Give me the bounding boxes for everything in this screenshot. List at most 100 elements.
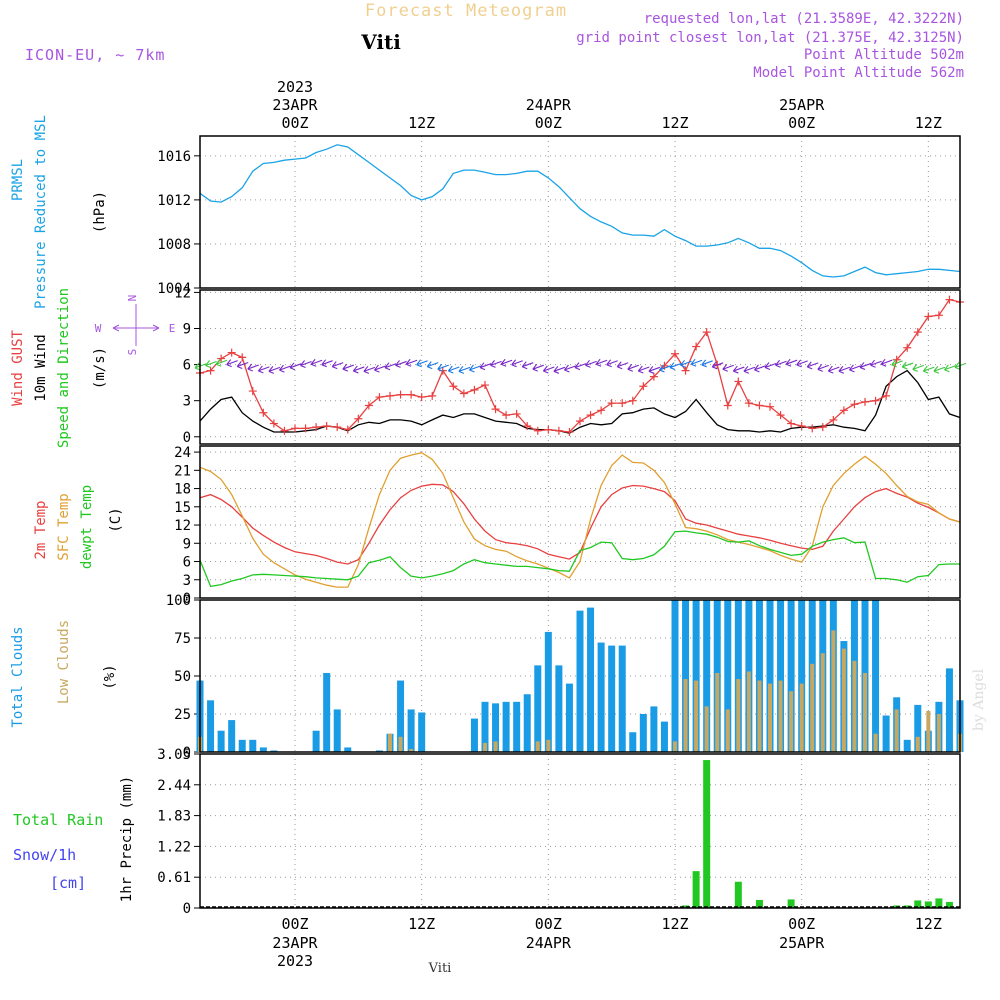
- wind-direction-arrow: [849, 364, 861, 373]
- total-cloud-bar: [323, 672, 331, 752]
- ytick-label-4-5: 3.05: [157, 747, 191, 763]
- gust-marker: [565, 427, 574, 436]
- gust-marker: [491, 405, 500, 414]
- wind-direction-arrow: [796, 359, 808, 368]
- low-cloud-bar: [778, 680, 783, 752]
- wind-direction-arrow: [300, 360, 312, 368]
- gust-marker: [861, 397, 869, 406]
- wind-direction-arrow: [901, 361, 914, 370]
- total-cloud-bar: [766, 600, 774, 752]
- wind-direction-arrow: [236, 361, 249, 370]
- total-cloud-bar: [544, 631, 552, 752]
- wind-direction-arrow: [574, 362, 587, 371]
- date-label-top: 23APR: [272, 96, 318, 114]
- compass-east: E: [169, 322, 176, 335]
- series-line-2-1: [199, 452, 961, 588]
- gust-marker: [449, 382, 458, 391]
- gust-marker: [269, 419, 278, 428]
- x-tick-label-top: 12Z: [408, 114, 435, 132]
- gridpoint-coords: grid point closest lon,lat (21.375E, 42.…: [576, 30, 964, 46]
- total-cloud-bar: [945, 668, 953, 752]
- low-clouds-label: Low Clouds: [56, 620, 72, 704]
- ytick-label-4-3: 1.83: [157, 809, 191, 825]
- precip-axis-label: 1hr Precip (mm): [119, 776, 135, 902]
- gust-marker: [544, 425, 553, 434]
- ytick-label-3-4: 100: [166, 593, 191, 609]
- pressure-unit-label: (hPa): [92, 191, 108, 233]
- wind-direction-arrow: [880, 358, 893, 367]
- total-cloud-bar: [608, 645, 616, 752]
- low-cloud-bar: [852, 660, 857, 752]
- wind-direction-arrow: [648, 365, 661, 374]
- wind-direction-arrow: [859, 362, 872, 370]
- wind-direction-arrow: [268, 366, 281, 374]
- gust-marker: [787, 419, 796, 428]
- rain-bar: [903, 905, 911, 908]
- wind-direction-arrow: [553, 365, 566, 374]
- gust-marker: [533, 426, 542, 435]
- gust-marker: [903, 343, 912, 352]
- x-tick-label-bottom: 00Z: [788, 915, 815, 933]
- gust-marker: [839, 406, 848, 415]
- low-cloud-bar: [736, 679, 741, 752]
- date-label-top: 25APR: [779, 96, 825, 114]
- wind-direction-arrow: [606, 359, 618, 368]
- low-cloud-bar: [715, 672, 720, 752]
- gust-marker: [744, 399, 753, 408]
- ytick-label-3-1: 25: [174, 707, 191, 723]
- wind-direction-arrow: [711, 361, 724, 370]
- ytick-label-2-7: 21: [174, 463, 191, 479]
- gust-marker: [829, 415, 838, 424]
- wind-unit-label: (m/s): [92, 347, 108, 389]
- gust-marker: [502, 411, 511, 420]
- gust-marker: [459, 389, 468, 398]
- wind-direction-arrow: [437, 363, 449, 372]
- temp-2m-label: 2m Temp: [33, 500, 49, 559]
- wind-direction-arrow: [838, 365, 851, 374]
- low-cloud-bar: [683, 679, 688, 752]
- x-tick-label-top: 00Z: [281, 114, 308, 132]
- ytick-label-1-2: 6: [183, 358, 191, 374]
- header-location: Viti: [360, 30, 401, 54]
- requested-coords: requested lon,lat (21.3589E, 42.3222N): [644, 11, 964, 27]
- total-cloud-bar: [576, 610, 584, 752]
- total-cloud-bar: [872, 600, 880, 752]
- date-label-bottom: 24APR: [526, 934, 572, 952]
- wind-direction-arrow: [310, 358, 323, 367]
- gust-marker: [259, 408, 268, 417]
- rain-bar: [914, 900, 922, 908]
- date-label-top: 24APR: [526, 96, 572, 114]
- wind-direction-arrow: [659, 364, 671, 373]
- ytick-label-2-8: 24: [174, 445, 191, 461]
- low-cloud-bar: [831, 630, 836, 752]
- footer-location: Viti: [428, 961, 452, 976]
- gust-marker: [512, 409, 521, 418]
- gust-marker: [576, 417, 584, 426]
- rain-bar: [682, 905, 690, 908]
- total-cloud-bar: [682, 600, 690, 752]
- total-cloud-bar: [660, 721, 668, 752]
- gust-marker: [217, 354, 226, 363]
- ytick-label-1-4: 12: [174, 285, 191, 301]
- low-cloud-bar: [820, 653, 825, 752]
- total-cloud-bar: [249, 739, 257, 752]
- wind-direction-arrow: [374, 364, 386, 373]
- low-cloud-bar: [725, 709, 730, 752]
- total-cloud-bar: [407, 709, 415, 752]
- wind-direction-arrow: [690, 358, 703, 367]
- low-cloud-bar: [546, 739, 551, 752]
- gust-marker: [322, 421, 331, 430]
- total-cloud-bar: [418, 712, 426, 752]
- low-cloud-bar: [409, 748, 414, 752]
- gust-marker: [227, 348, 236, 357]
- gust-marker: [723, 401, 732, 410]
- wind-direction-arrow: [595, 358, 608, 367]
- ytick-label-0-1: 1008: [157, 237, 191, 253]
- wind-direction-arrow: [321, 359, 333, 368]
- gust-marker: [766, 402, 774, 411]
- total-cloud-bar: [565, 683, 573, 752]
- gust-marker: [607, 399, 616, 408]
- panel-frame-1: [199, 289, 961, 445]
- gust-marker: [692, 342, 701, 351]
- pressure-label-msl: Pressure Reduced to MSL: [33, 115, 49, 309]
